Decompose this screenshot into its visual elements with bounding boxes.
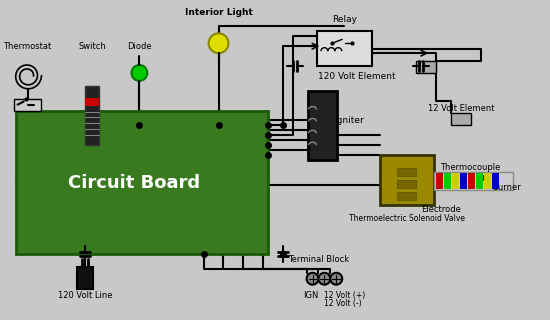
Bar xyxy=(85,98,99,106)
Text: 12 Volt Element: 12 Volt Element xyxy=(428,103,494,113)
Bar xyxy=(460,173,467,189)
Text: 120 Volt Line: 120 Volt Line xyxy=(58,291,112,300)
Text: Burner: Burner xyxy=(493,183,521,192)
Text: 12 Volt (+): 12 Volt (+) xyxy=(324,291,366,300)
Text: Diode: Diode xyxy=(127,42,152,51)
Bar xyxy=(397,192,416,200)
Text: Switch: Switch xyxy=(78,42,106,51)
Bar xyxy=(380,155,434,204)
Text: Thermostat: Thermostat xyxy=(3,42,52,51)
Bar xyxy=(483,173,491,189)
Bar xyxy=(397,168,416,176)
Text: 120 Volt Element: 120 Volt Element xyxy=(318,72,396,81)
Circle shape xyxy=(306,273,318,285)
Text: 12 Volt (-): 12 Volt (-) xyxy=(324,299,362,308)
Bar xyxy=(317,31,372,66)
Bar xyxy=(476,173,483,189)
Text: Igniter: Igniter xyxy=(334,116,364,125)
Circle shape xyxy=(208,33,228,53)
Text: Electrode: Electrode xyxy=(421,204,461,213)
Text: Interior Light: Interior Light xyxy=(185,8,252,17)
FancyBboxPatch shape xyxy=(16,110,268,254)
Bar xyxy=(468,173,475,189)
Text: Relay: Relay xyxy=(332,15,357,24)
Circle shape xyxy=(131,65,147,81)
Bar xyxy=(444,173,451,189)
Text: Terminal Block: Terminal Block xyxy=(288,255,349,264)
Bar xyxy=(452,173,459,189)
Bar xyxy=(434,172,513,190)
Circle shape xyxy=(318,273,331,285)
Bar xyxy=(492,173,498,189)
Bar xyxy=(14,99,41,110)
Text: IGN: IGN xyxy=(303,291,318,300)
Bar xyxy=(397,180,416,188)
Text: Circuit Board: Circuit Board xyxy=(68,174,201,192)
Circle shape xyxy=(331,273,342,285)
Bar xyxy=(451,114,471,125)
Bar xyxy=(77,267,93,289)
Text: Thermoelectric Solenoid Valve: Thermoelectric Solenoid Valve xyxy=(349,214,465,223)
Bar xyxy=(436,173,443,189)
Text: Thermocouple: Thermocouple xyxy=(440,163,500,172)
Bar xyxy=(307,91,337,160)
Bar xyxy=(416,61,436,73)
Bar xyxy=(85,86,99,145)
